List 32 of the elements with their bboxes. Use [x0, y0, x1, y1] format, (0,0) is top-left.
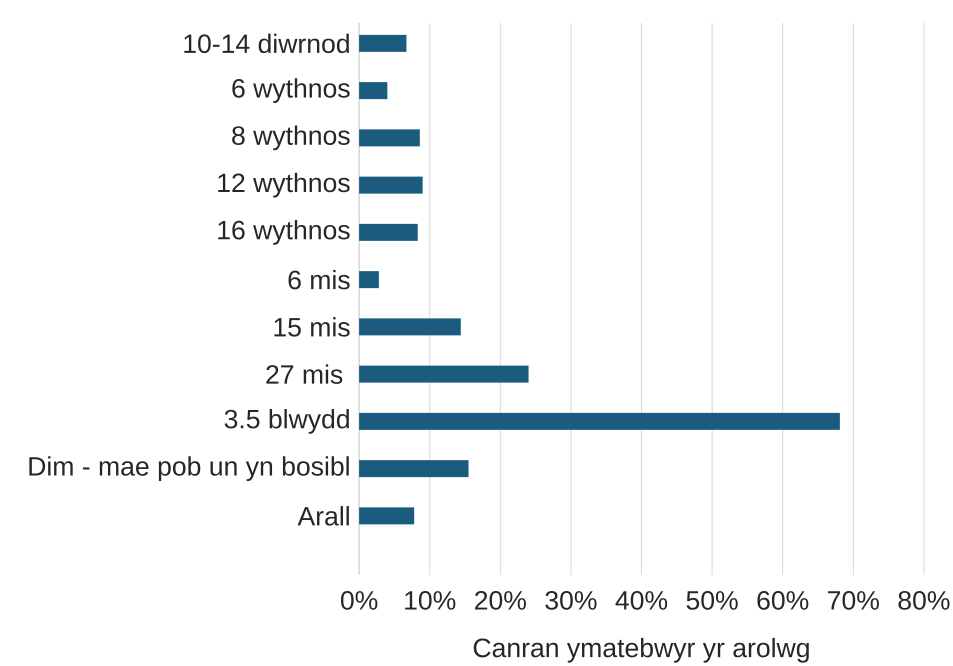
bar: [359, 34, 406, 52]
x-tick-label: 10%: [405, 590, 456, 610]
x-tick-label: 20%: [475, 590, 526, 610]
bar: [359, 129, 420, 146]
bar: [359, 460, 469, 478]
y-tick-label: Arall: [298, 506, 349, 526]
x-tick-label: 30%: [545, 590, 597, 610]
y-tick-label: Dim - mae pob un yn bosibl: [29, 456, 349, 481]
x-tick-label: 0%: [340, 590, 378, 610]
y-tick-label: 27 mis: [266, 364, 342, 384]
bar: [359, 318, 461, 336]
x-axis-title: Canran ymatebwyr yr arolwg: [474, 638, 809, 663]
y-tick-label: 6 mis: [288, 270, 350, 290]
bar: [359, 176, 423, 194]
y-tick-label: 12 wythnos: [218, 172, 350, 198]
y-tick-label: 6 wythnos: [232, 78, 350, 103]
x-tick-label: 60%: [757, 590, 808, 610]
x-tick-label: 80%: [898, 590, 950, 610]
y-tick-label: 3.5 blwydd: [224, 408, 349, 434]
y-tick-label: 8 wythnos: [232, 125, 350, 150]
x-tick-label: 50%: [686, 590, 738, 610]
bar: [359, 271, 379, 288]
y-tick-label: 15 mis: [274, 317, 350, 337]
x-tick-label: 70%: [828, 590, 879, 610]
bar: [359, 507, 414, 524]
bar: [359, 82, 388, 100]
y-tick-label: 16 wythnos: [218, 220, 350, 245]
x-tick-label: 40%: [616, 590, 668, 610]
bar: [359, 224, 418, 241]
bar: [359, 366, 529, 383]
y-tick-label: 10-14 diwrnod: [184, 34, 349, 54]
bar: [359, 412, 840, 430]
